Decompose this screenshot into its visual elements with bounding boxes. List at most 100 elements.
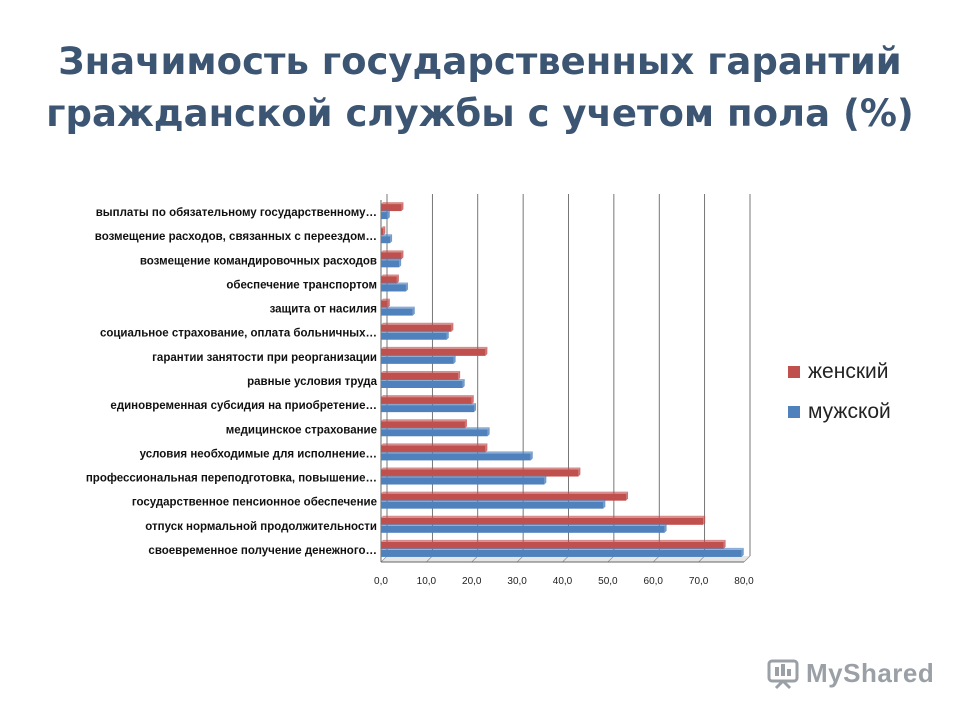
- bar-female: [381, 397, 472, 405]
- bar-female: [381, 324, 452, 332]
- chart-title-line-2: гражданской службы с учетом пола (%): [46, 92, 914, 135]
- bar-male-top: [381, 403, 477, 406]
- gridline-floor: [698, 555, 705, 563]
- bar-female-side: [471, 395, 474, 405]
- category-label: социальное страхование, оплата больничны…: [100, 328, 377, 340]
- chart-title: Значимость государственных гарантий граж…: [0, 36, 960, 140]
- bar-male: [381, 356, 454, 364]
- bar-female-top: [381, 202, 404, 205]
- bar-male-side: [530, 451, 533, 461]
- category-label: возмещение расходов, связанных с переезд…: [95, 231, 377, 243]
- bar-male: [381, 381, 463, 388]
- legend-swatch-male: [788, 406, 800, 418]
- gridline-floor: [426, 555, 433, 563]
- bar-female-top: [381, 346, 488, 349]
- category-label: обеспечение транспортом: [226, 279, 377, 291]
- bar-male-top: [381, 330, 449, 333]
- bar-male-side: [446, 330, 449, 340]
- bar-male-side: [487, 427, 490, 437]
- bar-male-side: [741, 547, 744, 557]
- bar-male: [381, 260, 400, 268]
- bar-male: [381, 429, 488, 437]
- x-tick-label: 70,0: [689, 576, 709, 587]
- legend-item-male: мужской: [788, 392, 891, 432]
- bar-male-top: [381, 354, 456, 357]
- x-tick-label: 30,0: [507, 576, 527, 587]
- bar-female: [381, 469, 579, 477]
- bar-male-top: [381, 427, 490, 430]
- bar-male-top: [381, 451, 533, 454]
- bar-female-side: [396, 274, 399, 284]
- bar-female-side: [401, 250, 404, 260]
- category-label: защита от насилия: [270, 304, 377, 316]
- category-label: единовременная субсидия на приобретение…: [110, 400, 377, 412]
- bar-male: [381, 453, 531, 461]
- bar-male-top: [381, 499, 606, 502]
- bar-male-side: [412, 306, 415, 316]
- bar-male-side: [544, 475, 547, 485]
- bar-female-side: [703, 515, 706, 525]
- legend-label-female: женский: [808, 360, 889, 383]
- bar-female-side: [387, 298, 390, 308]
- x-tick-label: 80,0: [734, 576, 754, 587]
- bar-female-top: [381, 515, 706, 518]
- bar-male: [381, 212, 388, 220]
- bar-female: [381, 348, 486, 356]
- bar-male-top: [381, 475, 547, 478]
- bar-male-top: [381, 282, 408, 285]
- bar-male: [381, 308, 413, 316]
- bar-male: [381, 549, 742, 557]
- bar-female-top: [381, 322, 454, 325]
- category-label: отпуск нормальной продолжительности: [145, 521, 377, 533]
- legend-swatch-female: [788, 366, 800, 378]
- bar-male: [381, 332, 447, 340]
- bar-male-side: [664, 523, 667, 533]
- gridline-floor: [743, 555, 751, 563]
- bar-male-top: [381, 523, 667, 526]
- bar-male: [381, 525, 665, 533]
- bar-male-side: [387, 210, 390, 220]
- bar-female-top: [381, 395, 474, 398]
- bar-male-side: [474, 403, 477, 413]
- watermark-text: MyShared: [806, 657, 935, 688]
- category-label: условия необходимые для исполнение…: [140, 448, 377, 460]
- bar-male: [381, 236, 391, 244]
- gridline-floor: [380, 555, 388, 563]
- bar-male-side: [405, 282, 408, 292]
- bar-female-top: [381, 298, 390, 301]
- bar-female: [381, 300, 388, 308]
- bar-male-top: [381, 234, 393, 237]
- x-tick-label: 0,0: [374, 576, 388, 587]
- legend: женский мужской: [788, 352, 891, 432]
- category-label: выплаты по обязательному государственном…: [96, 207, 377, 219]
- bar-female-side: [451, 322, 454, 332]
- bar-female-side: [578, 467, 581, 477]
- bar-male: [381, 477, 545, 485]
- bar-male-side: [453, 354, 456, 364]
- bar-male-top: [381, 379, 465, 381]
- bar-female: [381, 445, 486, 453]
- bar-female-top: [381, 467, 581, 470]
- bar-male: [381, 284, 406, 292]
- bar-female-side: [401, 202, 404, 212]
- bar-male: [381, 501, 604, 509]
- bar-male-side: [399, 258, 402, 268]
- bar-female: [381, 228, 384, 236]
- bar-female-side: [458, 371, 461, 380]
- bar-female-side: [626, 491, 629, 501]
- bar-female: [381, 204, 402, 212]
- category-label: гарантии занятости при реорганизации: [152, 352, 377, 364]
- category-label: возмещение командировочных расходов: [140, 255, 377, 267]
- bar-female-top: [381, 539, 726, 542]
- gridline-floor: [562, 555, 569, 563]
- x-tick-label: 50,0: [598, 576, 618, 587]
- bar-male-side: [462, 379, 465, 388]
- bar-female: [381, 421, 465, 429]
- bar-female-side: [485, 443, 488, 453]
- bar-female-top: [381, 371, 461, 373]
- x-tick-label: 60,0: [644, 576, 664, 587]
- chart-title-line-1: Значимость государственных гарантий: [58, 40, 902, 83]
- bar-female: [381, 493, 627, 501]
- legend-item-female: женский: [788, 352, 891, 392]
- category-label: своевременное получение денежного…: [148, 545, 377, 557]
